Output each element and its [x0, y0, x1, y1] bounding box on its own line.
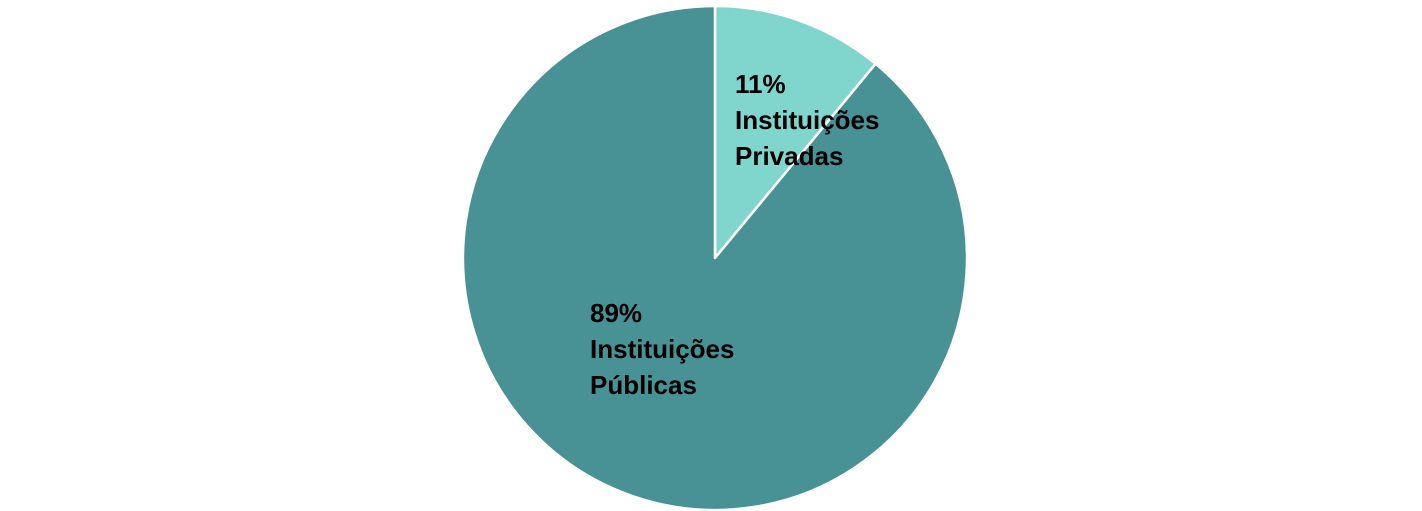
slice-publicas [461, 4, 969, 511]
label-privadas-percent: 11% [735, 69, 786, 99]
label-publicas-line3: Públicas [590, 370, 697, 400]
slice-privadas [713, 4, 877, 260]
slices-layer [461, 4, 969, 511]
label-privadas-line2: Instituições [735, 105, 879, 135]
label-privadas-line3: Privadas [735, 141, 843, 171]
labels-layer: 11% Instituições Privadas 89% Instituiçõ… [590, 69, 887, 400]
label-publicas-percent: 89% [590, 298, 642, 328]
slice-label-publicas: 89% Instituições Públicas [590, 298, 742, 400]
slice-label-privadas: 11% Instituições Privadas [735, 69, 887, 171]
label-publicas-line2: Instituições [590, 334, 734, 364]
